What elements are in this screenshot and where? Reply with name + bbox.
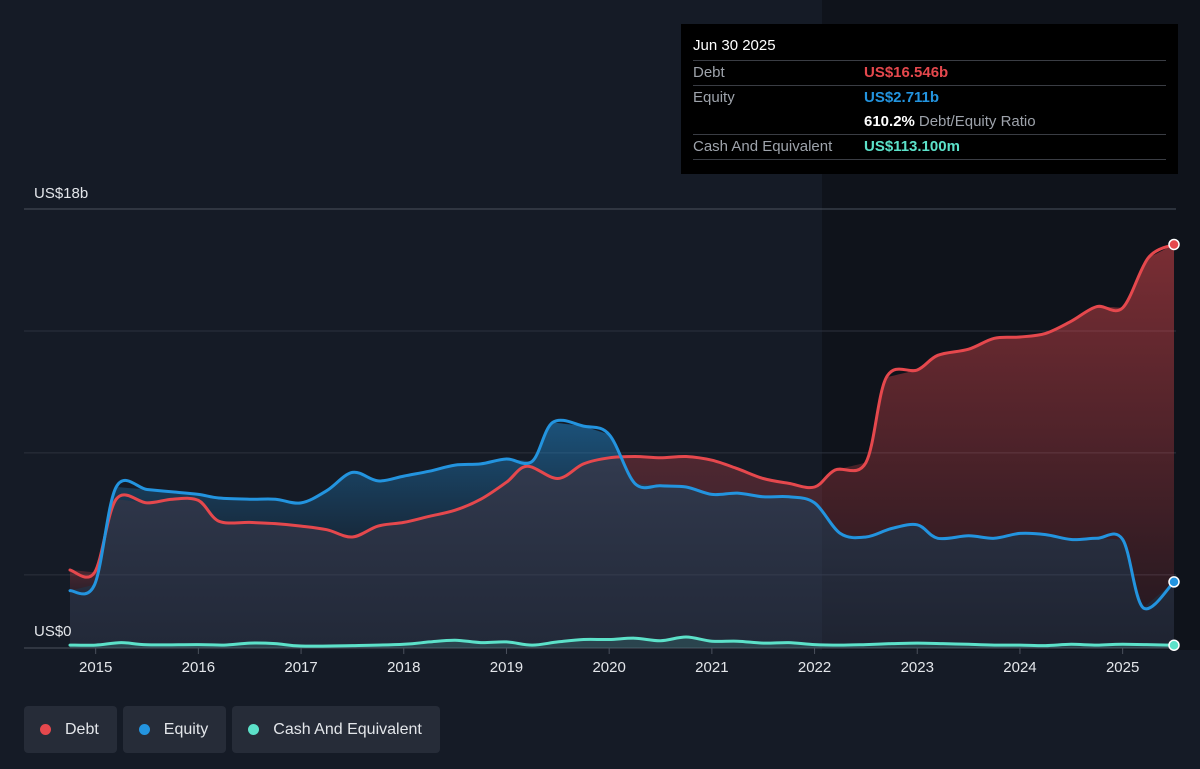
x-tick-label-2023: 2023 <box>901 659 934 676</box>
legend-debt-label: Debt <box>65 720 99 738</box>
tooltip-date: Jun 30 2025 <box>693 37 776 54</box>
legend-equity-label: Equity <box>163 720 209 738</box>
equity-excess-area <box>105 422 622 537</box>
tooltip-cash-value: US$113.100m <box>864 138 960 155</box>
cash-end-marker <box>1168 639 1180 651</box>
equity-line <box>68 418 1176 611</box>
x-tick-label-2018: 2018 <box>387 659 420 676</box>
tooltip-debt-row: Debt US$16.546b <box>693 60 1166 85</box>
chart-legend: Debt Equity Cash And Equivalent <box>24 706 440 753</box>
x-tick-label-2022: 2022 <box>798 659 831 676</box>
tooltip-cash-label: Cash And Equivalent <box>693 138 833 155</box>
legend-item-equity[interactable]: Equity <box>122 706 227 753</box>
legend-equity-dot-icon <box>138 724 150 735</box>
tooltip-cash-row: Cash And Equivalent US$113.100m <box>693 134 1166 160</box>
x-tick-label-2015: 2015 <box>79 659 112 676</box>
y-axis-top-label: US$18b <box>34 185 88 202</box>
debt-end-marker <box>1168 238 1180 251</box>
cash-area <box>70 636 1174 648</box>
x-tick-label-2016: 2016 <box>182 659 215 676</box>
x-tick-label-2024: 2024 <box>1003 659 1036 676</box>
tooltip-ratio-value: 610.2% <box>864 113 915 130</box>
x-tick-label-2019: 2019 <box>490 659 523 676</box>
equity-end-marker <box>1168 576 1180 588</box>
x-tick-label-2021: 2021 <box>695 659 728 676</box>
tooltip-debt-value: US$16.546b <box>864 64 949 81</box>
y-axis-bottom-label: US$0 <box>34 623 72 640</box>
tooltip-panel: Jun 30 2025 Debt US$16.546b Equity US$2.… <box>681 24 1178 174</box>
legend-cash-label: Cash And Equivalent <box>273 720 422 738</box>
tooltip-ratio-row: 610.2% Debt/Equity Ratio <box>693 110 1166 134</box>
legend-item-debt[interactable]: Debt <box>24 706 117 753</box>
x-tick-label-2020: 2020 <box>592 659 625 676</box>
debt-excess-area <box>70 533 106 591</box>
tooltip-ratio-label: Debt/Equity Ratio <box>918 113 1036 130</box>
tooltip-ratio-spacer <box>693 110 864 134</box>
tooltip-equity-row: Equity US$2.711b <box>693 85 1166 110</box>
end-markers <box>1168 238 1180 651</box>
legend-item-cash[interactable]: Cash And Equivalent <box>232 706 440 753</box>
x-tick-label-2017: 2017 <box>284 659 317 676</box>
x-axis-ticks: 2015 2016 2017 2018 2019 2020 2021 2022 2023 2024… <box>79 648 1139 676</box>
legend-cash-dot-icon <box>248 724 260 735</box>
series-lines <box>68 243 1176 648</box>
cash-line <box>68 635 1176 648</box>
tooltip-equity-label: Equity <box>693 89 735 106</box>
tooltip-debt-label: Debt <box>693 64 725 81</box>
legend-debt-dot-icon <box>40 724 51 735</box>
lower-overlap-area <box>70 457 1174 648</box>
x-tick-label-2025: 2025 <box>1106 659 1139 676</box>
debt-line <box>68 243 1176 579</box>
tooltip-equity-value: US$2.711b <box>864 89 940 106</box>
